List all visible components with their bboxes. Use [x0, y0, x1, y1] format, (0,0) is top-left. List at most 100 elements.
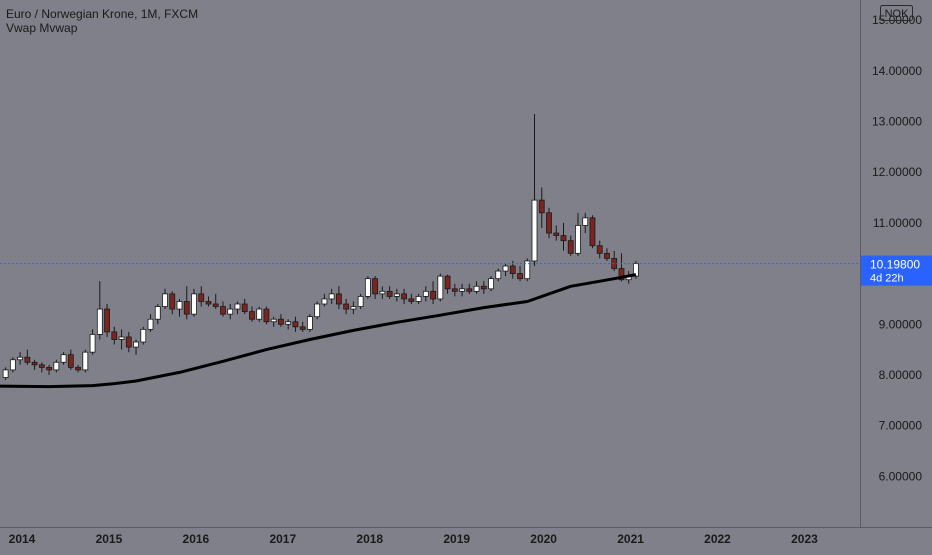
candle-down[interactable]	[408, 298, 415, 302]
candle-down[interactable]	[618, 268, 625, 281]
candle-down[interactable]	[466, 288, 473, 292]
candle-down[interactable]	[401, 293, 407, 300]
last-price-label[interactable]	[861, 255, 932, 286]
candle-down[interactable]	[278, 318, 284, 325]
candle-up[interactable]	[256, 308, 263, 320]
candle-up[interactable]	[270, 318, 277, 323]
candle-up[interactable]	[285, 321, 292, 325]
candle-up[interactable]	[234, 303, 241, 310]
candle-up[interactable]	[524, 260, 531, 280]
currency-badge[interactable]	[880, 5, 913, 21]
candle-down[interactable]	[183, 301, 190, 315]
candle-up[interactable]	[9, 359, 16, 371]
candle-up[interactable]	[314, 303, 321, 318]
candle-up[interactable]	[96, 308, 103, 335]
candle-down[interactable]	[335, 293, 342, 305]
candle-down[interactable]	[386, 290, 393, 297]
candle-up[interactable]	[307, 316, 313, 330]
candle-up[interactable]	[633, 263, 639, 277]
time-tick-label: 2020	[530, 532, 557, 546]
candle-down[interactable]	[292, 321, 299, 328]
candle-up[interactable]	[495, 270, 502, 280]
candle-up[interactable]	[321, 298, 328, 305]
candle-up[interactable]	[154, 306, 161, 320]
candle-up[interactable]	[364, 278, 371, 297]
candle-up[interactable]	[582, 217, 589, 226]
candle-up[interactable]	[89, 334, 96, 353]
candle-up[interactable]	[488, 278, 494, 290]
candle-down[interactable]	[104, 308, 110, 333]
candle-down[interactable]	[430, 290, 436, 300]
candle-down[interactable]	[75, 366, 81, 371]
candle-up[interactable]	[162, 293, 168, 307]
candle-down[interactable]	[220, 306, 226, 315]
candle-down[interactable]	[567, 240, 574, 254]
candle-down[interactable]	[263, 308, 270, 323]
candle-down[interactable]	[31, 361, 38, 366]
time-axis[interactable]: 2014 2015 2016 2017 2018 2019 2020 2021 2022 2023	[9, 532, 818, 546]
candle-down[interactable]	[125, 336, 132, 348]
symbol-title[interactable]: Euro / Norwegian Krone, 1M, FXCM	[6, 7, 199, 21]
candle-up[interactable]	[575, 225, 581, 254]
candle-down[interactable]	[67, 354, 74, 368]
candle-down[interactable]	[299, 326, 306, 330]
candle-down[interactable]	[560, 235, 567, 242]
candle-down[interactable]	[343, 303, 350, 310]
candle-down[interactable]	[517, 273, 523, 280]
candle-up[interactable]	[147, 318, 154, 330]
candle-up[interactable]	[227, 308, 234, 315]
candle-down[interactable]	[111, 331, 118, 340]
candle-down[interactable]	[38, 364, 45, 368]
candle-up[interactable]	[350, 306, 357, 310]
candle-up[interactable]	[60, 354, 67, 363]
candle-down[interactable]	[169, 293, 176, 310]
candle-up[interactable]	[82, 351, 89, 371]
candle-down[interactable]	[451, 288, 458, 292]
candle-up[interactable]	[459, 288, 465, 292]
candle-up[interactable]	[393, 293, 400, 297]
candle-up[interactable]	[502, 265, 509, 272]
candle-up[interactable]	[531, 199, 538, 262]
indicator-title[interactable]: Vwap Mvwap	[6, 21, 78, 35]
candle-down[interactable]	[205, 301, 212, 305]
candle-up[interactable]	[140, 328, 147, 343]
candle-up[interactable]	[53, 361, 60, 371]
candle-down[interactable]	[46, 366, 52, 371]
candle-up[interactable]	[133, 341, 139, 348]
candle-down[interactable]	[604, 252, 610, 259]
price-tick-label: 11.00000	[873, 216, 922, 230]
candle-down[interactable]	[249, 311, 255, 320]
mvwap-line[interactable]	[0, 273, 637, 389]
candle-up[interactable]	[422, 290, 429, 297]
candle-down[interactable]	[553, 232, 560, 236]
currency-badge-label: NOK	[885, 8, 910, 20]
candle-down[interactable]	[372, 278, 379, 295]
candle-down[interactable]	[596, 245, 603, 254]
candle-down[interactable]	[241, 303, 248, 313]
candle-down[interactable]	[538, 199, 545, 214]
time-tick-label: 2018	[356, 532, 383, 546]
candle-up[interactable]	[191, 293, 197, 315]
candle-up[interactable]	[437, 275, 444, 300]
candle-up[interactable]	[17, 356, 24, 361]
candle-down[interactable]	[444, 275, 451, 290]
candle-down[interactable]	[198, 293, 205, 302]
candle-up[interactable]	[328, 293, 335, 300]
candle-up[interactable]	[379, 290, 386, 295]
candle-down[interactable]	[509, 265, 516, 275]
candle-up[interactable]	[357, 296, 364, 307]
candle-up[interactable]	[118, 336, 125, 340]
candle-up[interactable]	[176, 301, 183, 310]
candle-down[interactable]	[589, 217, 596, 247]
price-axis[interactable]: 15.0000014.0000013.0000012.0000011.00000…	[872, 13, 922, 483]
candle-up[interactable]	[2, 369, 9, 378]
candle-down[interactable]	[546, 212, 552, 234]
candle-down[interactable]	[480, 285, 487, 290]
candle-down[interactable]	[24, 356, 31, 363]
candle-up[interactable]	[473, 285, 480, 292]
candle-down[interactable]	[212, 303, 219, 307]
candle-up[interactable]	[415, 296, 422, 302]
bar-countdown: 4d 22h	[870, 273, 904, 285]
